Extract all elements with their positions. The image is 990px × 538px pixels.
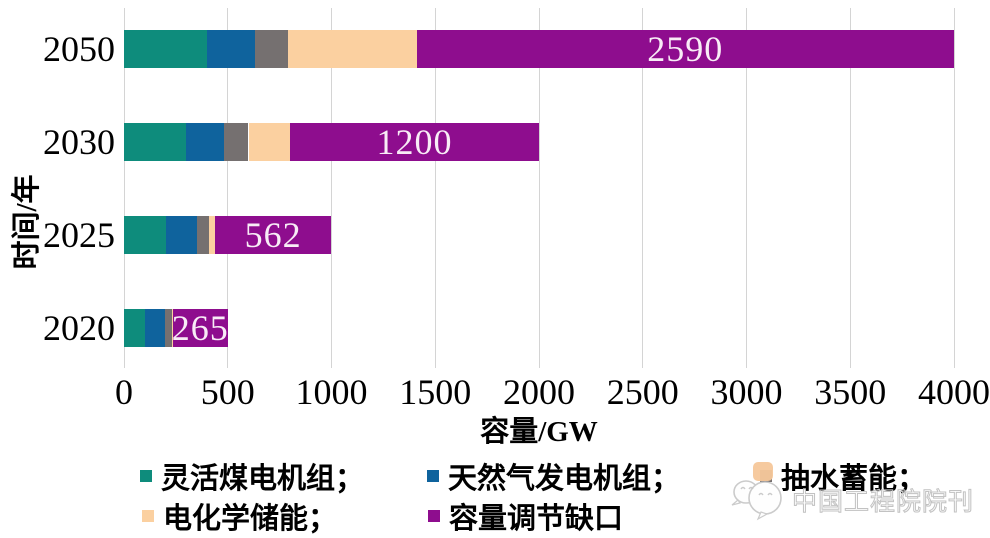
x-tick-label-4000: 4000	[918, 372, 990, 412]
bar-segment-s3-2030	[223, 123, 249, 161]
gridline-2000	[538, 8, 540, 368]
category-label-2020: 2020	[43, 308, 115, 348]
legend-marker-icon	[142, 510, 154, 522]
gridline-2500	[642, 8, 644, 368]
bar-segment-s3-2050	[254, 30, 288, 68]
x-tick-label-3000: 3000	[710, 372, 783, 412]
legend-label: 容量调节缺口	[449, 503, 624, 535]
gridline-4000	[953, 8, 955, 368]
bar-segment-s2-2030	[186, 123, 224, 161]
legend-label: 灵活煤电机组；	[161, 463, 365, 495]
bar-segment-s2-2050	[207, 30, 255, 68]
y-axis-title: 时间/年	[11, 174, 43, 270]
bar-segment-s5-2050	[416, 30, 954, 68]
gridline-1000	[331, 8, 332, 368]
x-tick-label-500: 500	[200, 372, 255, 412]
x-tick-label-0: 0	[115, 372, 133, 412]
bar-segment-s4-2050	[287, 30, 417, 68]
legend-marker-icon	[140, 470, 152, 482]
category-label-2050: 2050	[43, 29, 115, 69]
x-tick-label-2500: 2500	[606, 372, 679, 412]
bar-segment-s2-2025	[165, 216, 197, 254]
bar-segment-s5-2020	[172, 309, 228, 347]
gridline-1500	[434, 8, 436, 368]
legend-marker-icon	[760, 470, 772, 482]
legend-item-2: 天然气发电机组；	[427, 457, 680, 495]
category-label-2030: 2030	[43, 122, 115, 162]
x-tick-label-1000: 1000	[295, 372, 368, 412]
bar-segment-s3-2020	[165, 309, 172, 347]
gridline-3000	[746, 8, 747, 368]
bar-segment-s1-2050	[124, 30, 207, 68]
bar-segment-s4-2020	[171, 309, 173, 347]
gap-data-label-2030: 1200	[376, 122, 453, 162]
bar-segment-s1-2030	[124, 123, 187, 161]
gap-data-label-2050: 2590	[647, 29, 724, 69]
bar-segment-s1-2020	[124, 309, 145, 347]
gridline-3500	[849, 8, 851, 368]
bar-segment-s5-2030	[290, 123, 539, 161]
x-tick-label-2000: 2000	[503, 372, 575, 412]
bar-segment-s3-2025	[196, 216, 210, 254]
bar-segment-s4-2030	[248, 123, 290, 161]
legend-marker-icon	[428, 510, 440, 522]
category-label-2025: 2025	[43, 215, 115, 255]
legend-item-4: 电化学储能；	[142, 497, 337, 535]
bar-segment-s1-2025	[124, 216, 166, 254]
legend-item-3: 抽水蓄能；	[760, 457, 926, 495]
bar-segment-s2-2020	[144, 309, 166, 347]
gridline-0	[123, 8, 125, 368]
bar-segment-s4-2025	[209, 216, 215, 254]
legend-item-5: 容量调节缺口	[428, 497, 623, 535]
legend-label: 天然气发电机组；	[448, 463, 681, 495]
x-axis-title: 容量/GW	[480, 416, 598, 448]
legend-label: 电化学储能；	[163, 503, 338, 535]
legend-label: 抽水蓄能；	[781, 463, 927, 495]
legend-marker-icon	[427, 470, 439, 482]
gap-data-label-2025: 562	[244, 215, 302, 255]
gridline-500	[227, 8, 229, 368]
x-tick-label-3500: 3500	[814, 372, 887, 412]
x-tick-label-1500: 1500	[399, 372, 472, 412]
bar-segment-s5-2025	[214, 216, 332, 254]
gap-data-label-2020: 265	[171, 308, 229, 348]
legend-item-1: 灵活煤电机组；	[140, 457, 364, 495]
